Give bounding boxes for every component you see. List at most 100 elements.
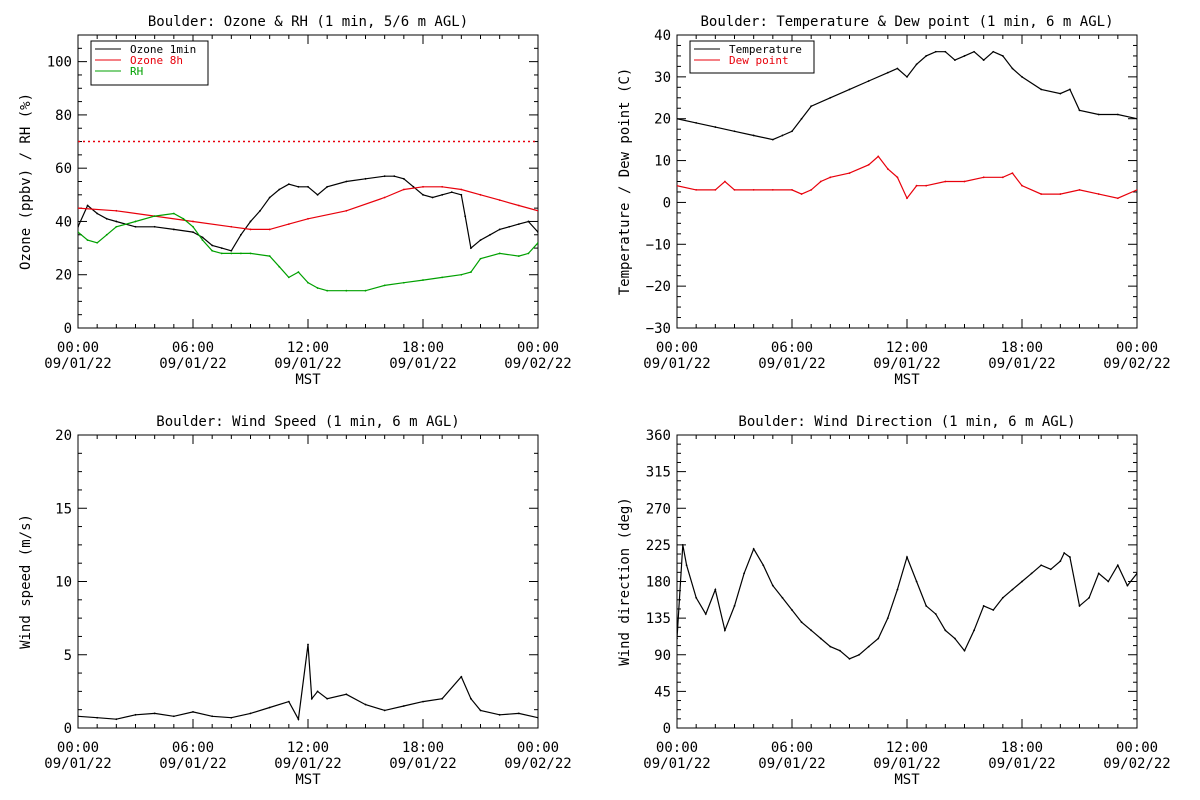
x-tick-time: 06:00: [172, 740, 214, 756]
x-tick-date: 09/01/22: [274, 756, 341, 772]
data-point: [681, 543, 684, 546]
data-point: [86, 239, 89, 242]
panel-wind-speed: Boulder: Wind Speed (1 min, 6 m AGL) 0 5 10…: [18, 414, 572, 788]
x-tick-date: 09/01/22: [643, 756, 710, 772]
data-point: [393, 175, 396, 178]
x-tick-date: 09/01/22: [389, 756, 456, 772]
data-point: [460, 193, 463, 196]
data-point: [172, 228, 175, 231]
y-tick-label: 90: [654, 648, 671, 664]
data-point: [1040, 193, 1043, 195]
data-point: [287, 700, 290, 703]
legend-label: RH: [130, 65, 143, 78]
x-tick-time: 18:00: [402, 740, 444, 756]
y-tick-label: 225: [646, 538, 671, 554]
y-tick-label: 20: [55, 268, 72, 284]
data-point: [791, 188, 793, 191]
x-tick-date: 09/01/22: [873, 756, 940, 772]
data-point: [685, 564, 688, 567]
data-point: [78, 231, 79, 234]
data-point: [78, 207, 79, 210]
data-point: [771, 188, 774, 191]
data-point: [1126, 584, 1129, 587]
data-point: [992, 609, 995, 611]
data-point: [781, 134, 784, 137]
data-point: [1030, 572, 1033, 575]
x-tick-date: 09/01/22: [389, 356, 456, 372]
x-tick-date: 09/02/22: [504, 756, 571, 772]
data-point: [211, 715, 214, 718]
data-point: [954, 637, 956, 640]
data-point: [819, 180, 822, 183]
data-point: [925, 55, 928, 57]
data-point: [1069, 556, 1071, 558]
data-point: [517, 223, 520, 226]
data-point: [115, 718, 118, 721]
data-point: [230, 249, 233, 252]
data-point: [1078, 109, 1081, 112]
data-point: [771, 584, 774, 587]
legend-box: [689, 40, 815, 74]
panel-ozone-rh: Boulder: Ozone & RH (1 min, 5/6 m AGL) 0 2…: [18, 14, 572, 388]
data-point: [1011, 172, 1014, 175]
data-point: [307, 643, 309, 646]
data-point: [96, 212, 99, 215]
y-tick-label: 315: [646, 465, 671, 481]
x-tick-time: 00:00: [57, 740, 99, 756]
y-tick-label: 80: [55, 108, 72, 124]
data-point: [714, 126, 717, 128]
data-point: [1001, 55, 1004, 57]
panel-wind-direction: Boulder: Wind Direction (1 min, 6 m AGL)…: [617, 414, 1171, 788]
data-point: [1059, 560, 1062, 563]
data-point: [791, 609, 793, 611]
data-point: [1069, 88, 1071, 91]
data-point: [1049, 568, 1052, 571]
legend-box: [90, 40, 209, 86]
data-point: [287, 183, 290, 186]
x-axis-label: MST: [894, 372, 920, 388]
data-point: [441, 697, 444, 700]
y-axis-label: Ozone (ppbv) / RH (%): [18, 93, 34, 270]
y-tick-label: 270: [646, 501, 671, 517]
data-point: [498, 252, 501, 255]
data-point: [383, 175, 386, 178]
data-point: [992, 50, 995, 53]
data-point: [858, 653, 860, 656]
data-point: [934, 613, 937, 615]
data-point: [86, 204, 89, 207]
data-point: [105, 217, 108, 220]
y-tick-label: 10: [654, 154, 671, 170]
data-point: [934, 50, 937, 53]
data-point: [752, 188, 755, 191]
x-tick-date: 09/01/22: [159, 756, 226, 772]
data-point: [771, 138, 774, 141]
data-point: [867, 645, 870, 648]
data-point: [316, 690, 319, 693]
data-point: [906, 556, 908, 558]
y-tick-label: 0: [64, 721, 72, 737]
x-tick-date: 09/01/22: [758, 756, 825, 772]
y-axis-label: Temperature / Dew point (C): [617, 68, 633, 296]
data-point: [96, 716, 99, 719]
data-point: [877, 155, 880, 158]
chart-title: Boulder: Temperature & Dew point (1 min,…: [700, 14, 1113, 30]
data-point: [915, 184, 918, 187]
data-point: [230, 716, 233, 719]
data-point: [896, 67, 899, 70]
data-point: [819, 637, 822, 640]
data-point: [134, 225, 137, 228]
plot-frame: [676, 434, 1138, 729]
data-point: [848, 88, 851, 91]
data-point: [1021, 75, 1023, 78]
x-tick-time: 06:00: [172, 340, 214, 356]
data-point: [326, 289, 329, 292]
data-point: [800, 621, 803, 624]
data-point: [906, 197, 908, 200]
chart-title: Boulder: Ozone & RH (1 min, 5/6 m AGL): [148, 14, 468, 30]
data-point: [915, 63, 918, 66]
data-point: [287, 276, 290, 279]
y-tick-label: 100: [47, 55, 72, 71]
data-point: [402, 188, 405, 191]
data-point: [498, 713, 501, 716]
data-point: [896, 176, 899, 179]
